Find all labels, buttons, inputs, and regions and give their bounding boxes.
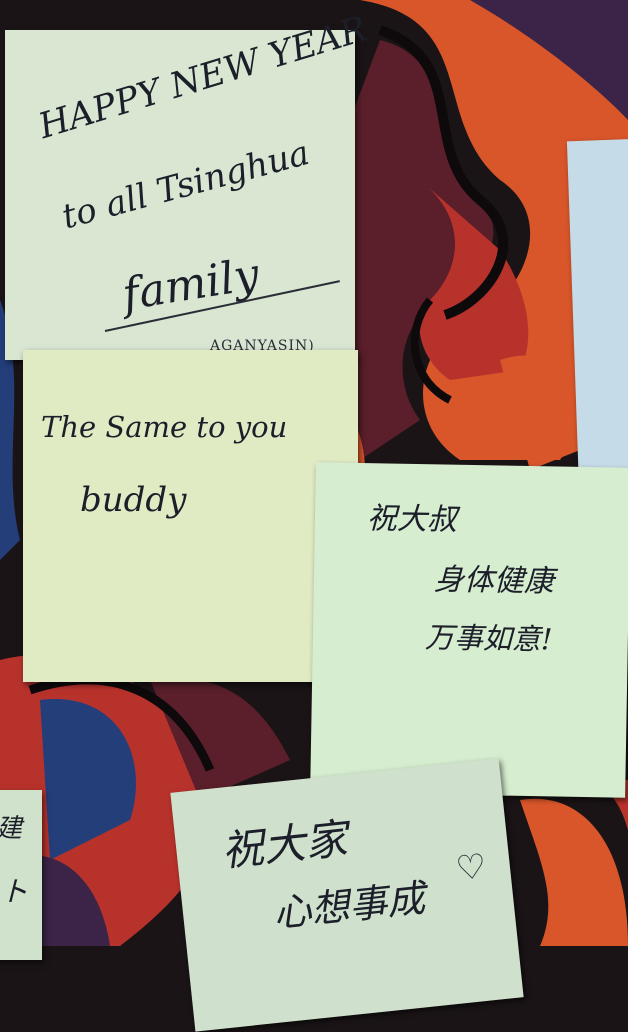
note-text-line: 万事如意! <box>424 620 553 657</box>
note-text-line: ト <box>0 875 29 908</box>
note-text-line: buddy <box>80 480 187 520</box>
heart-icon: ♡ <box>453 846 489 890</box>
note-text-line: 建 <box>0 808 22 845</box>
note-text-line: 身体健康 <box>433 562 555 600</box>
sticky-note-chinese-bottom: 祝大家 心想事成 ♡ <box>170 758 524 1032</box>
note-text-line: 祝大叔 <box>366 501 458 538</box>
note-text-line: to all Tsinghua <box>57 132 314 238</box>
sticky-note-left-edge: 建 ト <box>0 790 42 960</box>
sticky-note-chinese-wishes: 祝大叔 身体健康 万事如意! <box>310 462 628 798</box>
note-text-line: The Same to you <box>41 410 288 444</box>
sticky-note-same-to-you: The Same to you buddy <box>23 350 358 682</box>
sticky-note-happy-new-year: HAPPY NEW YEAR to all Tsinghua family AG… <box>5 9 372 360</box>
note-text-line: 心想事成 <box>271 876 428 936</box>
note-text-line: HAPPY NEW YEAR <box>34 9 372 148</box>
note-text-line: family <box>119 248 263 321</box>
note-text-line: 祝大家 <box>219 813 350 876</box>
